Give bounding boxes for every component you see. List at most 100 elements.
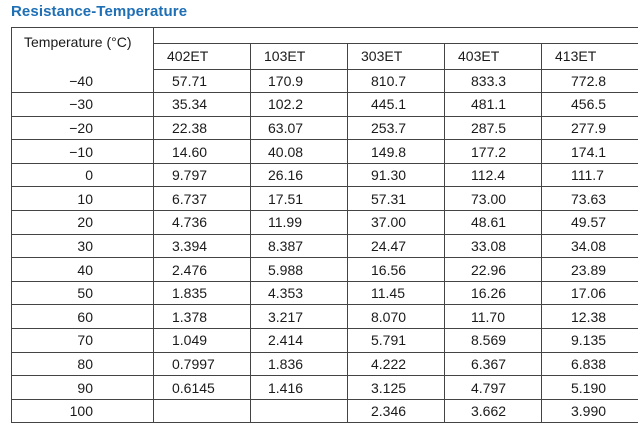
- resistance-cell: 5.988: [251, 258, 348, 282]
- column-header: 303ET: [348, 44, 445, 69]
- resistance-cell: 456.5: [542, 93, 638, 117]
- resistance-cell: 9.135: [542, 329, 638, 353]
- resistance-cell: 253.7: [348, 116, 445, 140]
- resistance-cell: 37.00: [348, 211, 445, 235]
- resistance-cell: 16.26: [445, 281, 542, 305]
- resistance-cell: 91.30: [348, 163, 445, 187]
- resistance-cell: 0.6145: [154, 376, 251, 400]
- resistance-cell: 4.736: [154, 211, 251, 235]
- temperature-cell: 90: [12, 376, 154, 400]
- resistance-cell: 2.414: [251, 329, 348, 353]
- resistance-cell: 5.791: [348, 329, 445, 353]
- temperature-cell: 40: [12, 258, 154, 282]
- resistance-cell: 4.353: [251, 281, 348, 305]
- temperature-cell: −10: [12, 140, 154, 164]
- table-title: Resistance-Temperature: [11, 3, 187, 20]
- temperature-cell: 30: [12, 234, 154, 258]
- resistance-cell: 112.4: [445, 163, 542, 187]
- resistance-cell: 63.07: [251, 116, 348, 140]
- temperature-cell: 10: [12, 187, 154, 211]
- resistance-temperature-table: Temperature (°C) 402ET 103ET 303ET 403ET…: [11, 27, 638, 423]
- resistance-cell: 149.8: [348, 140, 445, 164]
- resistance-cell: 102.2: [251, 93, 348, 117]
- resistance-cell: 22.38: [154, 116, 251, 140]
- resistance-cell: 287.5: [445, 116, 542, 140]
- resistance-cell: 3.125: [348, 376, 445, 400]
- temperature-cell: −30: [12, 93, 154, 117]
- resistance-cell: 1.836: [251, 352, 348, 376]
- resistance-cell: 49.57: [542, 211, 638, 235]
- resistance-cell: 33.08: [445, 234, 542, 258]
- resistance-cell: [251, 399, 348, 423]
- resistance-cell: 277.9: [542, 116, 638, 140]
- resistance-cell: 170.9: [251, 69, 348, 93]
- resistance-cell: 2.346: [348, 399, 445, 423]
- column-header: 402ET: [154, 44, 251, 69]
- resistance-cell: 35.34: [154, 93, 251, 117]
- resistance-cell: 14.60: [154, 140, 251, 164]
- resistance-cell: 174.1: [542, 140, 638, 164]
- resistance-cell: 48.61: [445, 211, 542, 235]
- temperature-cell: 80: [12, 352, 154, 376]
- temperature-cell: 100: [12, 399, 154, 423]
- temperature-cell: 70: [12, 329, 154, 353]
- resistance-cell: 1.835: [154, 281, 251, 305]
- resistance-cell: 12.38: [542, 305, 638, 329]
- resistance-cell: 57.31: [348, 187, 445, 211]
- resistance-cell: 5.190: [542, 376, 638, 400]
- resistance-cell: 111.7: [542, 163, 638, 187]
- resistance-cell: 0.7997: [154, 352, 251, 376]
- resistance-cell: 1.378: [154, 305, 251, 329]
- resistance-cell: 833.3: [445, 69, 542, 93]
- resistance-cell: 481.1: [445, 93, 542, 117]
- resistance-cell: 16.56: [348, 258, 445, 282]
- resistance-cell: 40.08: [251, 140, 348, 164]
- resistance-cell: 3.217: [251, 305, 348, 329]
- resistance-cell: 3.990: [542, 399, 638, 423]
- resistance-cell: 445.1: [348, 93, 445, 117]
- resistance-cell: 73.00: [445, 187, 542, 211]
- temperature-column-header: Temperature (°C): [12, 28, 154, 70]
- resistance-cell: 73.63: [542, 187, 638, 211]
- resistance-cell: 1.049: [154, 329, 251, 353]
- resistance-cell: 8.387: [251, 234, 348, 258]
- resistance-cell: 57.71: [154, 69, 251, 93]
- resistance-cell: 6.737: [154, 187, 251, 211]
- resistance-cell: 6.838: [542, 352, 638, 376]
- resistance-cell: 17.06: [542, 281, 638, 305]
- temperature-cell: 0: [12, 163, 154, 187]
- resistance-cell: 4.222: [348, 352, 445, 376]
- column-header: 413ET: [542, 44, 638, 69]
- temperature-cell: 60: [12, 305, 154, 329]
- resistance-cell: 177.2: [445, 140, 542, 164]
- resistance-cell: 1.416: [251, 376, 348, 400]
- resistance-cell: 8.070: [348, 305, 445, 329]
- header-row: Temperature (°C): [12, 28, 638, 44]
- resistance-cell: 11.45: [348, 281, 445, 305]
- resistance-cell: 9.797: [154, 163, 251, 187]
- resistance-cell: 772.8: [542, 69, 638, 93]
- temperature-cell: 50: [12, 281, 154, 305]
- temperature-cell: −20: [12, 116, 154, 140]
- resistance-cell: 34.08: [542, 234, 638, 258]
- header-spacer: [154, 28, 638, 44]
- resistance-cell: 23.89: [542, 258, 638, 282]
- resistance-cell: 3.394: [154, 234, 251, 258]
- resistance-cell: 4.797: [445, 376, 542, 400]
- resistance-cell: 8.569: [445, 329, 542, 353]
- resistance-cell: 24.47: [348, 234, 445, 258]
- resistance-cell: 11.70: [445, 305, 542, 329]
- resistance-cell: 810.7: [348, 69, 445, 93]
